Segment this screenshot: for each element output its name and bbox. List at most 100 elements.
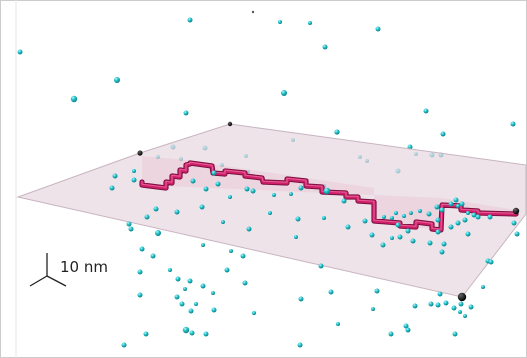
particle-sphere [155,230,161,236]
particle-sphere [440,131,446,137]
particle-sphere [380,242,386,248]
plane-corner-marker [457,292,467,302]
particle-sphere [294,235,298,239]
particle-sphere [394,211,398,215]
particle-sphere [458,301,464,307]
particle-sphere [390,236,394,240]
particle-sphere [334,129,340,135]
particle-sphere [298,296,304,302]
particle-sphere [428,301,434,307]
axis-right [46,275,67,287]
particle-sphere [455,220,461,226]
particle-sphere [121,342,127,348]
particle-sphere [514,231,520,237]
particle-sphere [137,269,143,275]
top-tick-marker [251,10,255,14]
particle-sphere [341,198,347,204]
particle-sphere [459,201,465,207]
particle-sphere [511,220,517,226]
particle-sphere [153,206,159,212]
particle-sphere [289,192,293,196]
plane-corner-marker [227,121,233,127]
particle-sphere [475,214,481,220]
particle-sphere [441,241,447,247]
scale-axes [29,253,67,287]
particle-sphere [463,314,467,318]
particle-sphere [228,195,232,199]
particle-sphere [150,253,156,259]
particle-sphere [418,209,422,213]
particle-sphere [175,276,181,282]
particle-sphere [268,211,272,215]
particle-sphere [174,209,180,215]
particle-sphere [451,305,457,311]
particle-sphere [298,185,304,191]
particle-sphere [211,291,215,295]
particle-sphere [252,311,256,315]
particle-sphere [168,268,172,272]
particle-sphere [382,215,386,219]
particle-sphere [144,214,150,220]
particle-sphere [488,259,494,265]
particle-sphere [390,216,394,220]
particle-sphere [423,108,429,114]
particle-sphere [395,222,401,228]
particle-sphere [179,301,185,307]
particle-sphere [458,310,462,314]
particle-sphere [510,121,516,127]
particle-sphere [434,204,440,210]
particle-sphere [126,221,132,227]
particle-sphere [471,212,477,218]
particle-sphere [466,211,470,215]
particle-sphere [190,178,196,184]
particle-sphere [131,177,137,183]
particle-sphere [308,21,312,25]
particle-sphere [410,238,416,244]
scale-bar-label: 10 nm [60,258,108,276]
particle-sphere [187,278,193,284]
particle-sphere [443,300,449,306]
particle-sphere [397,234,403,240]
particle-sphere [362,218,368,224]
chain-highlight [141,161,517,230]
particle-sphere [322,44,328,50]
particle-sphere [369,232,375,238]
particle-sphere [189,330,195,336]
particle-sphere [194,302,198,306]
particle-sphere [200,283,206,289]
particle-sphere [439,207,445,213]
plane-corner-marker [512,207,520,215]
particle-sphere [70,95,78,103]
particle-sphere [435,302,441,308]
particle-sphere [114,77,120,83]
particle-sphere [242,280,248,286]
particle-sphere [201,243,205,247]
particle-sphere [453,197,459,203]
particle-sphere [244,186,250,192]
particle-sphere [221,220,225,224]
particle-sphere [297,342,303,348]
particle-sphere [427,240,433,246]
particle-sphere [407,144,413,150]
particle-sphere [139,246,145,252]
particle-sphere [336,322,340,326]
particle-sphere [435,229,441,235]
particle-sphere [112,173,118,179]
particle-cloud-front [109,169,520,348]
particle-sphere [183,110,189,116]
particle-sphere [203,331,209,337]
particle-sphere [211,170,217,176]
particle-sphere [199,204,205,210]
particle-sphere [402,214,406,218]
particle-sphere [403,323,409,329]
particle-sphere [143,331,149,337]
particle-sphere [481,285,485,289]
particle-sphere [388,331,394,337]
particle-sphere [468,304,474,310]
particle-sphere [405,228,411,234]
particle-sphere [174,294,180,300]
particle-sphere [322,216,326,220]
particle-sphere [323,187,331,195]
particle-sphere [203,186,209,192]
